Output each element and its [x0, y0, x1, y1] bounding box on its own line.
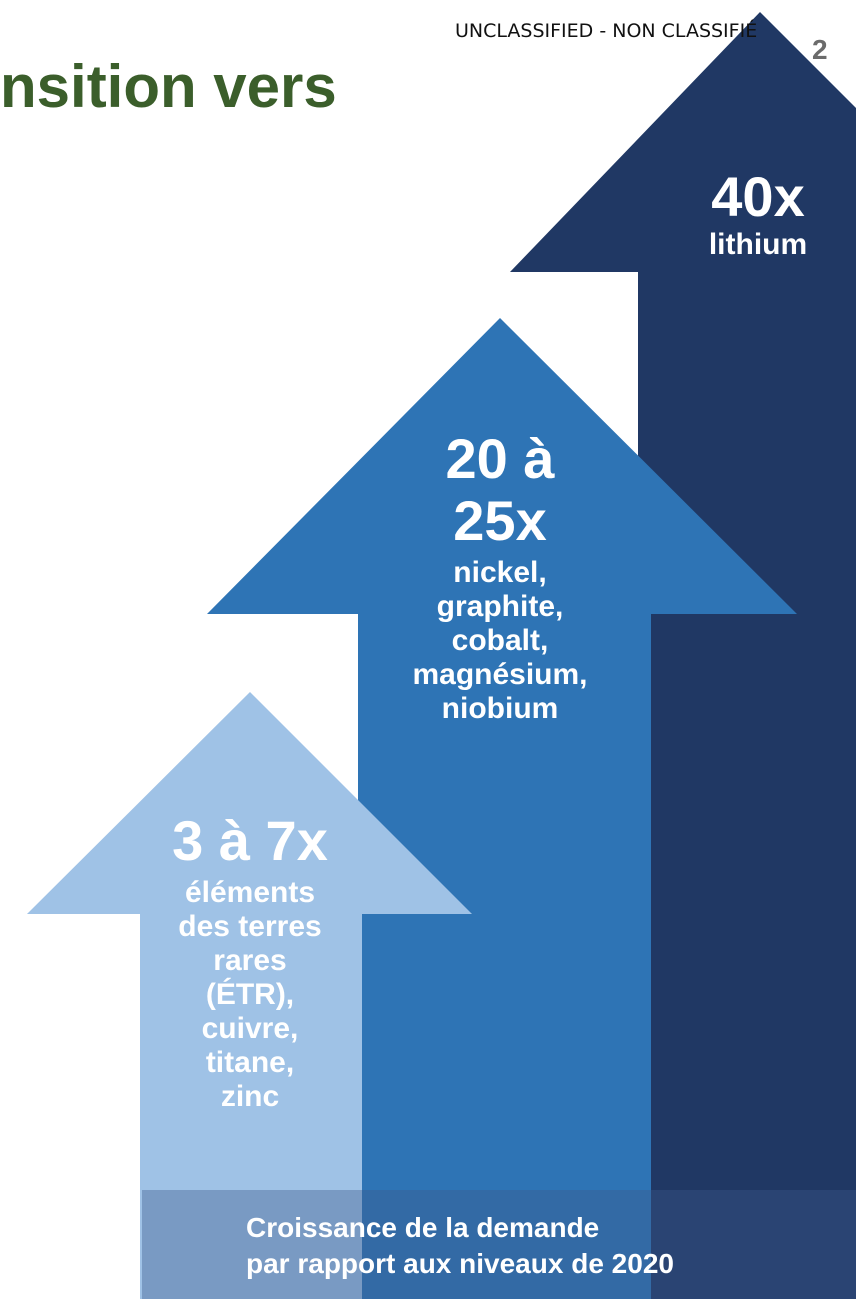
label-nickel-group: 20 à 25x nickel, graphite, cobalt, magné…: [360, 428, 640, 726]
mineral-magnesium: magnésium,: [412, 658, 588, 691]
mineral-zinc: zinc: [220, 1080, 280, 1113]
slide-title: nsition vers: [0, 53, 337, 120]
arrow-nickel-group: [207, 318, 797, 1299]
multiplier-20-line: 20 à: [445, 427, 555, 490]
mineral-lithium: lithium: [708, 228, 808, 261]
multiplier-40x: 40x: [711, 165, 805, 228]
mineral-des-terres: des terres: [178, 910, 322, 943]
arrow-rare-earths: [27, 692, 472, 1299]
mineral-elements: éléments: [184, 876, 316, 909]
mineral-graphite: graphite,: [436, 590, 564, 623]
multiplier-25x-line: 25x: [453, 489, 547, 552]
footer-band: [142, 1190, 856, 1299]
footer-caption: Croissance de la demande par rapport aux…: [246, 1210, 674, 1282]
mineral-etr: (ÉTR),: [205, 978, 295, 1011]
arrow-lithium: [510, 12, 856, 1299]
mineral-nickel: nickel,: [453, 556, 547, 589]
label-lithium-group: 40x lithium: [660, 166, 856, 262]
multiplier-3-7x: 3 à 7x: [172, 809, 328, 872]
footer-line-1: Croissance de la demande: [246, 1212, 600, 1243]
mineral-cuivre: cuivre,: [201, 1012, 299, 1045]
classification-label: UNCLASSIFIED - NON CLASSIFIÉ: [455, 20, 758, 42]
mineral-niobium: niobium: [441, 692, 559, 725]
mineral-cobalt: cobalt,: [451, 624, 549, 657]
footer-line-2: par rapport aux niveaux de 2020: [246, 1248, 674, 1279]
page-number: 2: [812, 34, 828, 65]
mineral-rares: rares: [213, 944, 287, 977]
mineral-titane: titane,: [205, 1046, 295, 1079]
label-rare-earth-group: 3 à 7x éléments des terres rares (ÉTR), …: [130, 810, 370, 1114]
